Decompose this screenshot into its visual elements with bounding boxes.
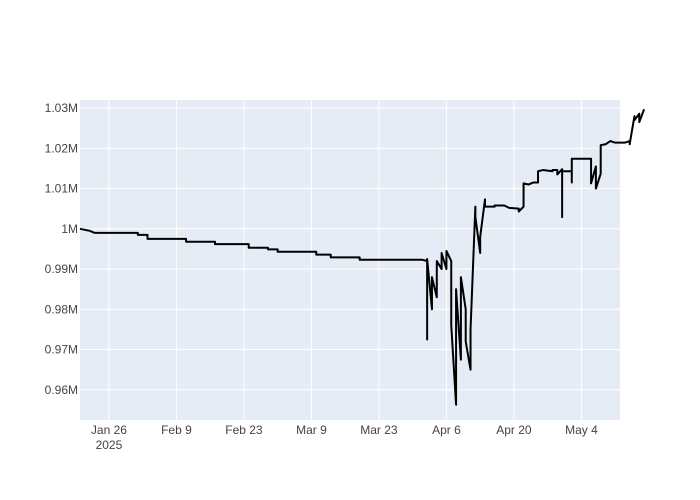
x-tick-label: Mar 23: [360, 423, 398, 437]
y-tick-label: 0.96M: [45, 383, 78, 397]
y-tick-label: 0.98M: [45, 302, 78, 316]
x-tick-label: Feb 9: [161, 423, 192, 437]
x-tick-label: Jan 26: [91, 423, 127, 437]
x-tick-label: Feb 23: [225, 423, 263, 437]
x-tick-year-label: 2025: [96, 438, 123, 452]
y-tick-label: 0.97M: [45, 343, 78, 357]
y-tick-label: 1M: [61, 222, 78, 236]
x-tick-label: Apr 6: [432, 423, 461, 437]
x-tick-label: Apr 20: [496, 423, 532, 437]
y-tick-label: 0.99M: [45, 262, 78, 276]
y-gridlines: [80, 107, 620, 391]
x-tick-label: Mar 9: [296, 423, 327, 437]
series-line: [79, 108, 646, 406]
y-tick-label: 1.01M: [45, 182, 78, 196]
x-tick-label: May 4: [565, 423, 598, 437]
y-tick-label: 1.03M: [45, 101, 78, 115]
y-tick-label: 1.02M: [45, 141, 78, 155]
y-axis-tick-labels: 0.96M 0.97M 0.98M 0.99M 1M 1.01M 1.02M 1.03M: [45, 101, 78, 397]
plot-area: [80, 100, 620, 420]
